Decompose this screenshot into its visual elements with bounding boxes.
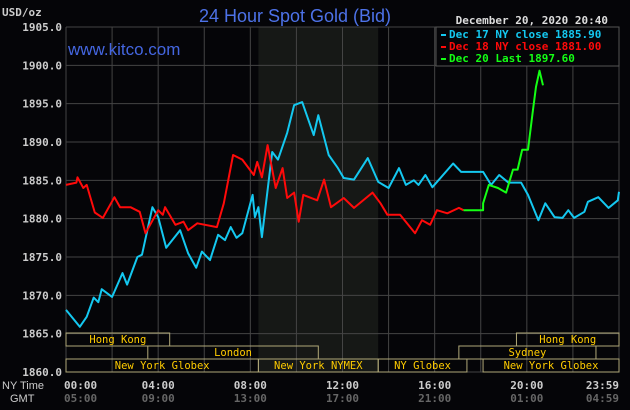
session-bar [377,358,468,373]
y-tick-label: 1860.0 [22,366,62,379]
series-line-0 [65,101,620,328]
chart-title: 24 Hour Spot Gold (Bid) [199,6,391,26]
session-label: Sydney [508,347,546,359]
x-tick-label-gmt: 01:00 [510,392,543,405]
y-tick-label: 1880.0 [22,213,62,226]
x-tick-label-ny: 04:00 [142,379,175,392]
y-tick-label: 1875.0 [22,251,62,264]
session-label: Hong Kong [89,334,146,346]
session-label: Hong Kong [539,334,596,346]
y-tick-label: 1895.0 [22,98,62,111]
x-tick-label-ny: 23:59 [586,379,619,392]
x-tick-label-ny: 20:00 [510,379,543,392]
x-tick-label-gmt: 04:59 [586,392,619,405]
session-label: New York Globex [504,360,599,372]
x-tick-label-gmt: 13:00 [234,392,267,405]
legend-entry: Dec 18 NY close 1881.00 [449,40,601,53]
ny-time-label: NY Time [2,380,44,392]
legend-swatch [441,34,446,36]
session-bar [65,332,171,347]
series-line-1 [65,144,464,235]
y-axis-unit-label: USD/oz [2,6,42,19]
x-tick-label-ny: 00:00 [64,379,97,392]
y-tick-label: 1900.0 [22,59,62,72]
x-tick-label-ny: 08:00 [234,379,267,392]
legend-swatch [441,58,446,60]
y-tick-label: 1870.0 [22,289,62,302]
y-tick-label: 1905.0 [22,21,62,34]
legend-swatch [441,46,446,48]
y-tick-label: 1885.0 [22,174,62,187]
x-tick-label-gmt: 21:00 [418,392,451,405]
y-tick-label: 1890.0 [22,136,62,149]
y-tick-label: 1865.0 [22,328,62,341]
session-bar [482,358,620,373]
session-label: London [214,347,252,359]
legend-entry: Dec 17 NY close 1885.90 [449,28,601,41]
x-tick-label-gmt: 09:00 [142,392,175,405]
session-label: New York NYMEX [274,360,363,372]
session-label: New York Globex [115,360,210,372]
x-tick-label-gmt: 05:00 [64,392,97,405]
legend-box [435,26,620,67]
gmt-label: GMT [10,393,35,405]
timestamp: December 20, 2020 20:40 [456,14,608,27]
legend-entry: Dec 20 Last 1897.60 [449,52,575,65]
kitco-watermark: www.kitco.com [67,40,180,59]
x-tick-label-ny: 12:00 [326,379,359,392]
x-tick-label-ny: 16:00 [418,379,451,392]
x-tick-label-gmt: 17:00 [326,392,359,405]
series-line-2 [463,69,544,212]
session-label: NY Globex [394,360,451,372]
